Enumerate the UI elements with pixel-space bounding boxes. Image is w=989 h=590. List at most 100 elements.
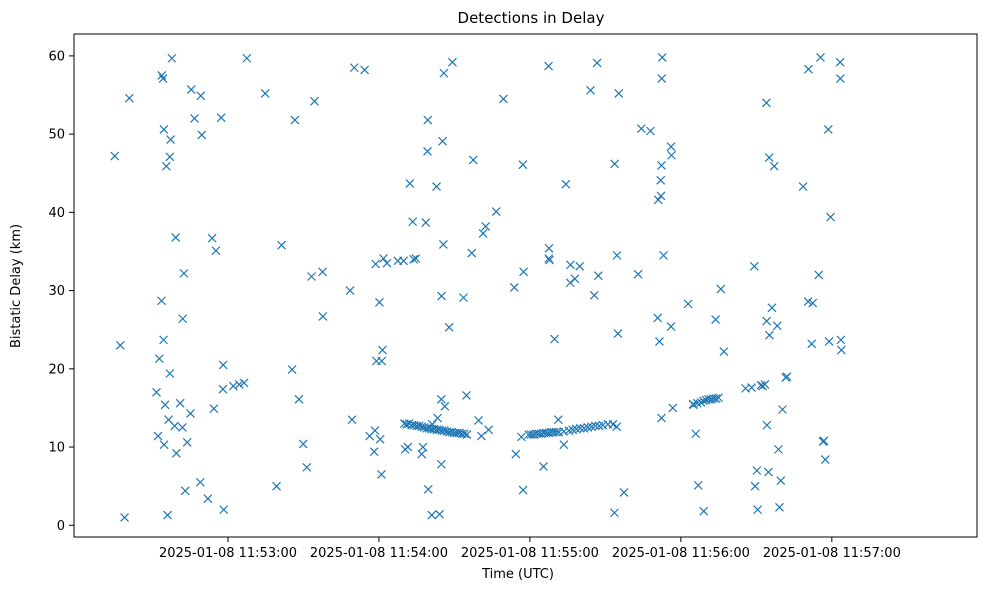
x-marker: [820, 455, 830, 464]
y-tick-label: 10: [48, 441, 65, 456]
x-marker: [668, 403, 678, 413]
x-marker: [209, 404, 219, 414]
x-axis-ticks: 2025-01-08 11:53:00 2025-01-08 11:54:00 20…: [159, 537, 901, 561]
x-marker: [178, 423, 187, 432]
x-marker: [399, 256, 409, 266]
x-marker: [711, 315, 721, 324]
x-marker: [369, 447, 379, 457]
x-marker: [657, 74, 667, 84]
x-marker: [561, 179, 571, 189]
x-marker: [645, 126, 655, 136]
x-marker: [360, 65, 370, 75]
x-marker: [433, 413, 442, 423]
x-marker: [347, 415, 357, 425]
x-marker: [612, 422, 622, 432]
x-marker: [370, 426, 380, 436]
x-marker: [814, 270, 824, 280]
x-marker: [239, 378, 249, 388]
x-marker: [298, 439, 308, 449]
x-marker: [436, 459, 446, 469]
x-marker: [440, 401, 450, 411]
x-marker: [423, 115, 433, 125]
x-marker: [653, 195, 663, 205]
x-marker: [613, 329, 623, 339]
x-marker: [696, 398, 706, 407]
x-marker: [762, 316, 772, 326]
x-marker: [438, 136, 448, 146]
x-marker: [824, 337, 834, 346]
x-marker: [404, 419, 414, 428]
x-marker: [550, 334, 559, 344]
x-marker: [378, 345, 387, 355]
x-marker: [211, 246, 221, 256]
x-marker: [170, 421, 180, 431]
x-marker: [782, 372, 792, 382]
x-marker: [772, 321, 782, 331]
x-marker: [178, 314, 188, 324]
x-marker: [656, 191, 666, 201]
x-marker: [570, 274, 580, 284]
x-marker: [666, 142, 676, 152]
x-marker: [633, 269, 643, 279]
x-marker: [474, 416, 484, 425]
x-marker: [371, 259, 381, 269]
x-tick-label: 2025-01-08 11:56:00: [612, 546, 750, 561]
x-marker: [575, 261, 585, 271]
x-marker: [553, 415, 563, 425]
x-tick-label: 2025-01-08 11:54:00: [310, 546, 448, 561]
x-marker: [196, 91, 206, 101]
x-marker: [203, 494, 213, 504]
x-marker: [774, 444, 783, 454]
x-marker: [195, 477, 205, 487]
x-marker: [154, 354, 164, 364]
x-marker: [414, 421, 424, 431]
y-tick-label: 0: [57, 519, 65, 534]
x-marker: [157, 71, 167, 80]
x-marker: [683, 299, 693, 309]
x-marker: [272, 481, 281, 491]
plot-area-frame: [73, 33, 978, 538]
x-marker: [345, 286, 355, 296]
x-marker: [767, 303, 777, 313]
x-marker: [750, 481, 760, 491]
x-marker: [459, 293, 468, 303]
x-marker: [593, 271, 603, 281]
x-marker: [484, 425, 494, 435]
y-axis-label: Bistatic Delay (km): [9, 224, 24, 348]
x-marker: [167, 53, 177, 63]
x-marker: [432, 182, 441, 191]
x-marker: [409, 254, 419, 264]
x-marker: [575, 423, 585, 433]
x-marker: [769, 161, 779, 171]
x-marker: [375, 297, 384, 307]
chart-title: Detections in Delay: [458, 9, 605, 27]
x-marker: [165, 369, 175, 378]
x-marker: [798, 182, 808, 191]
x-marker: [586, 85, 595, 95]
x-marker: [186, 408, 195, 418]
x-marker: [382, 258, 392, 268]
x-marker: [808, 298, 818, 308]
x-marker: [171, 232, 181, 242]
x-marker: [277, 240, 286, 250]
x-marker: [318, 267, 328, 277]
x-marker: [349, 63, 359, 73]
x-marker: [161, 161, 171, 171]
x-marker: [476, 431, 486, 441]
x-marker: [307, 272, 316, 281]
x-marker: [468, 155, 478, 165]
x-marker: [159, 440, 169, 450]
x-marker: [760, 380, 770, 389]
x-marker: [159, 125, 169, 134]
x-marker: [749, 261, 759, 271]
x-marker: [545, 255, 554, 265]
data-markers: [110, 53, 846, 522]
x-marker: [775, 502, 784, 512]
x-marker: [377, 469, 386, 479]
x-marker: [436, 394, 446, 404]
x-marker: [764, 153, 774, 163]
x-marker: [186, 85, 196, 94]
x-marker: [711, 394, 721, 403]
x-marker: [418, 442, 428, 452]
